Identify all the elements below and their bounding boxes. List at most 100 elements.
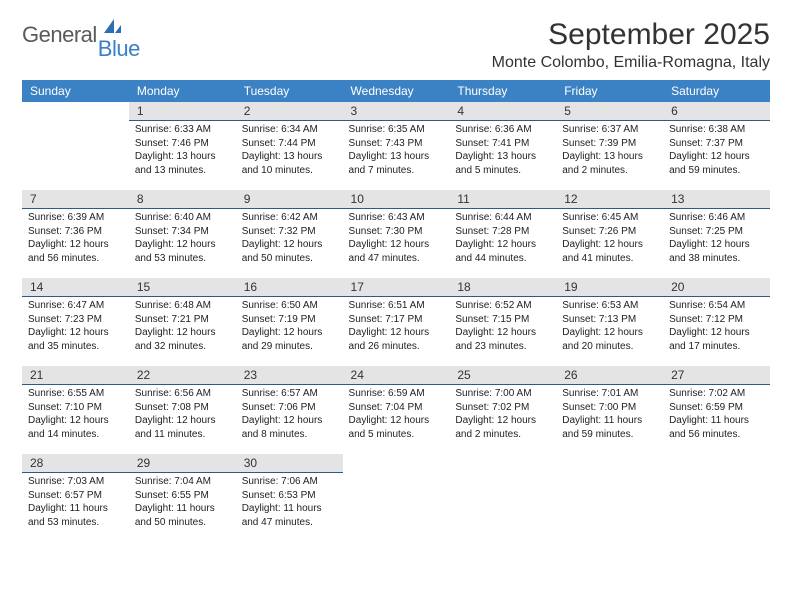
weekday-header: Tuesday (236, 80, 343, 102)
calendar-cell: 24Sunrise: 6:59 AMSunset: 7:04 PMDayligh… (343, 366, 450, 454)
calendar-cell: 21Sunrise: 6:55 AMSunset: 7:10 PMDayligh… (22, 366, 129, 454)
location-subtitle: Monte Colombo, Emilia-Romagna, Italy (492, 54, 770, 72)
day-details: Sunrise: 6:52 AMSunset: 7:15 PMDaylight:… (449, 297, 556, 357)
calendar-cell: 3Sunrise: 6:35 AMSunset: 7:43 PMDaylight… (343, 102, 450, 190)
day-number: 16 (236, 278, 343, 297)
calendar-cell: 6Sunrise: 6:38 AMSunset: 7:37 PMDaylight… (663, 102, 770, 190)
day-details: Sunrise: 7:02 AMSunset: 6:59 PMDaylight:… (663, 385, 770, 445)
day-number: 10 (343, 190, 450, 209)
calendar-row: 7Sunrise: 6:39 AMSunset: 7:36 PMDaylight… (22, 190, 770, 278)
calendar-cell: 14Sunrise: 6:47 AMSunset: 7:23 PMDayligh… (22, 278, 129, 366)
calendar-row: 28Sunrise: 7:03 AMSunset: 6:57 PMDayligh… (22, 454, 770, 542)
calendar-body: 1Sunrise: 6:33 AMSunset: 7:46 PMDaylight… (22, 102, 770, 542)
day-details: Sunrise: 6:38 AMSunset: 7:37 PMDaylight:… (663, 121, 770, 181)
weekday-header: Wednesday (343, 80, 450, 102)
day-details: Sunrise: 6:47 AMSunset: 7:23 PMDaylight:… (22, 297, 129, 357)
day-details: Sunrise: 6:42 AMSunset: 7:32 PMDaylight:… (236, 209, 343, 269)
calendar-cell: 9Sunrise: 6:42 AMSunset: 7:32 PMDaylight… (236, 190, 343, 278)
calendar-cell (556, 454, 663, 542)
calendar-cell: 15Sunrise: 6:48 AMSunset: 7:21 PMDayligh… (129, 278, 236, 366)
day-details: Sunrise: 6:44 AMSunset: 7:28 PMDaylight:… (449, 209, 556, 269)
day-number: 28 (22, 454, 129, 473)
day-details: Sunrise: 6:57 AMSunset: 7:06 PMDaylight:… (236, 385, 343, 445)
day-details: Sunrise: 7:03 AMSunset: 6:57 PMDaylight:… (22, 473, 129, 533)
day-number: 13 (663, 190, 770, 209)
calendar-cell: 28Sunrise: 7:03 AMSunset: 6:57 PMDayligh… (22, 454, 129, 542)
calendar-cell: 19Sunrise: 6:53 AMSunset: 7:13 PMDayligh… (556, 278, 663, 366)
day-details: Sunrise: 6:51 AMSunset: 7:17 PMDaylight:… (343, 297, 450, 357)
day-details: Sunrise: 6:36 AMSunset: 7:41 PMDaylight:… (449, 121, 556, 181)
day-number: 2 (236, 102, 343, 121)
calendar-cell: 17Sunrise: 6:51 AMSunset: 7:17 PMDayligh… (343, 278, 450, 366)
calendar-cell: 23Sunrise: 6:57 AMSunset: 7:06 PMDayligh… (236, 366, 343, 454)
calendar-cell (449, 454, 556, 542)
calendar-cell: 5Sunrise: 6:37 AMSunset: 7:39 PMDaylight… (556, 102, 663, 190)
weekday-header: Friday (556, 80, 663, 102)
weekday-header: Thursday (449, 80, 556, 102)
calendar-row: 14Sunrise: 6:47 AMSunset: 7:23 PMDayligh… (22, 278, 770, 366)
day-number: 26 (556, 366, 663, 385)
day-details: Sunrise: 6:34 AMSunset: 7:44 PMDaylight:… (236, 121, 343, 181)
day-details: Sunrise: 6:59 AMSunset: 7:04 PMDaylight:… (343, 385, 450, 445)
logo-word-2: Blue (98, 36, 140, 62)
day-details: Sunrise: 7:04 AMSunset: 6:55 PMDaylight:… (129, 473, 236, 533)
day-number: 24 (343, 366, 450, 385)
day-number: 8 (129, 190, 236, 209)
calendar-row: 1Sunrise: 6:33 AMSunset: 7:46 PMDaylight… (22, 102, 770, 190)
title-block: September 2025 Monte Colombo, Emilia-Rom… (492, 18, 770, 72)
day-number: 30 (236, 454, 343, 473)
calendar-cell (22, 102, 129, 190)
day-details: Sunrise: 7:00 AMSunset: 7:02 PMDaylight:… (449, 385, 556, 445)
day-number: 14 (22, 278, 129, 297)
header-row: General Blue September 2025 Monte Colomb… (22, 18, 770, 72)
day-details: Sunrise: 6:53 AMSunset: 7:13 PMDaylight:… (556, 297, 663, 357)
calendar-cell: 8Sunrise: 6:40 AMSunset: 7:34 PMDaylight… (129, 190, 236, 278)
calendar-row: 21Sunrise: 6:55 AMSunset: 7:10 PMDayligh… (22, 366, 770, 454)
day-number: 5 (556, 102, 663, 121)
calendar-cell: 29Sunrise: 7:04 AMSunset: 6:55 PMDayligh… (129, 454, 236, 542)
calendar-page: General Blue September 2025 Monte Colomb… (0, 0, 792, 560)
day-details: Sunrise: 6:56 AMSunset: 7:08 PMDaylight:… (129, 385, 236, 445)
calendar-cell: 10Sunrise: 6:43 AMSunset: 7:30 PMDayligh… (343, 190, 450, 278)
weekday-header: Saturday (663, 80, 770, 102)
calendar-cell: 13Sunrise: 6:46 AMSunset: 7:25 PMDayligh… (663, 190, 770, 278)
calendar-cell: 27Sunrise: 7:02 AMSunset: 6:59 PMDayligh… (663, 366, 770, 454)
day-number: 29 (129, 454, 236, 473)
day-details: Sunrise: 6:37 AMSunset: 7:39 PMDaylight:… (556, 121, 663, 181)
day-details: Sunrise: 6:48 AMSunset: 7:21 PMDaylight:… (129, 297, 236, 357)
day-number: 9 (236, 190, 343, 209)
day-details: Sunrise: 6:39 AMSunset: 7:36 PMDaylight:… (22, 209, 129, 269)
day-number: 15 (129, 278, 236, 297)
weekday-header: Monday (129, 80, 236, 102)
day-number: 1 (129, 102, 236, 121)
day-details: Sunrise: 6:35 AMSunset: 7:43 PMDaylight:… (343, 121, 450, 181)
calendar-cell (343, 454, 450, 542)
calendar-cell: 22Sunrise: 6:56 AMSunset: 7:08 PMDayligh… (129, 366, 236, 454)
day-number: 4 (449, 102, 556, 121)
day-number: 12 (556, 190, 663, 209)
day-number: 11 (449, 190, 556, 209)
day-details: Sunrise: 6:54 AMSunset: 7:12 PMDaylight:… (663, 297, 770, 357)
calendar-cell: 1Sunrise: 6:33 AMSunset: 7:46 PMDaylight… (129, 102, 236, 190)
day-details: Sunrise: 7:01 AMSunset: 7:00 PMDaylight:… (556, 385, 663, 445)
brand-logo: General Blue (22, 22, 164, 48)
calendar-cell: 2Sunrise: 6:34 AMSunset: 7:44 PMDaylight… (236, 102, 343, 190)
calendar-cell: 12Sunrise: 6:45 AMSunset: 7:26 PMDayligh… (556, 190, 663, 278)
calendar-table: SundayMondayTuesdayWednesdayThursdayFrid… (22, 80, 770, 542)
calendar-cell: 18Sunrise: 6:52 AMSunset: 7:15 PMDayligh… (449, 278, 556, 366)
day-number: 25 (449, 366, 556, 385)
day-number: 27 (663, 366, 770, 385)
day-details: Sunrise: 6:46 AMSunset: 7:25 PMDaylight:… (663, 209, 770, 269)
day-number: 7 (22, 190, 129, 209)
calendar-cell: 11Sunrise: 6:44 AMSunset: 7:28 PMDayligh… (449, 190, 556, 278)
logo-word-1: General (22, 22, 97, 48)
calendar-cell: 16Sunrise: 6:50 AMSunset: 7:19 PMDayligh… (236, 278, 343, 366)
calendar-cell: 4Sunrise: 6:36 AMSunset: 7:41 PMDaylight… (449, 102, 556, 190)
day-number: 17 (343, 278, 450, 297)
day-number: 21 (22, 366, 129, 385)
calendar-cell: 7Sunrise: 6:39 AMSunset: 7:36 PMDaylight… (22, 190, 129, 278)
day-details: Sunrise: 6:50 AMSunset: 7:19 PMDaylight:… (236, 297, 343, 357)
day-number: 6 (663, 102, 770, 121)
day-number: 20 (663, 278, 770, 297)
day-number: 23 (236, 366, 343, 385)
